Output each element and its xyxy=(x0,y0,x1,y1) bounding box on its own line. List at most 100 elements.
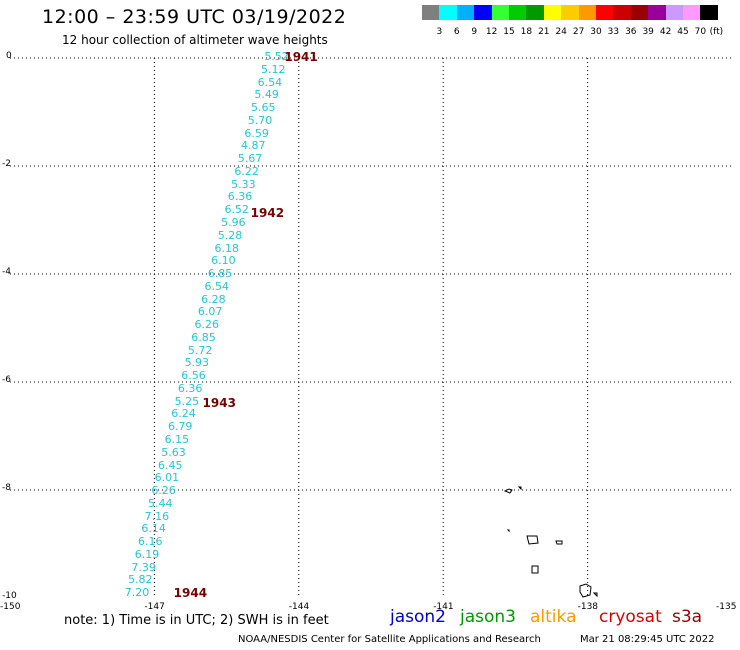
island-outline xyxy=(555,540,563,545)
colorbar-label: 27 xyxy=(572,27,585,37)
colorbar-label: 39 xyxy=(642,27,654,37)
island-outlines xyxy=(503,486,598,598)
colorbar-label: 6 xyxy=(453,27,460,37)
swh-value: 5.93 xyxy=(184,356,210,370)
swh-value: 6.15 xyxy=(164,433,190,446)
swh-value: 7.16 xyxy=(144,509,170,523)
swh-value: 6.07 xyxy=(197,305,223,319)
colorbar-label: 18 xyxy=(520,27,533,37)
colorbar-swatch xyxy=(543,5,562,20)
swh-value: 6.18 xyxy=(214,241,239,255)
island-outline xyxy=(592,592,598,598)
credit-line: NOAA/NESDIS Center for Satellite Applica… xyxy=(238,634,541,645)
swh-value: 5.63 xyxy=(161,445,186,459)
swh-value: 4.87 xyxy=(241,139,266,153)
colorbar-label: 30 xyxy=(590,27,602,37)
lon-tick-label: -141 xyxy=(433,602,454,612)
swh-value: 6.16 xyxy=(138,535,163,549)
colorbar-swatch xyxy=(648,5,667,20)
colorbar-label: 70 xyxy=(694,27,707,37)
colorbar-swatch xyxy=(474,5,493,20)
swh-value: 5.96 xyxy=(221,215,246,229)
swh-value: 5.49 xyxy=(254,88,279,102)
colorbar-label: 15 xyxy=(503,27,515,37)
swh-value: 5.72 xyxy=(187,343,213,357)
swh-value: 6.26 xyxy=(194,318,220,332)
island-outline xyxy=(526,535,539,545)
swh-value: 6.85 xyxy=(207,267,233,281)
colorbar-swatch xyxy=(422,5,440,20)
swh-value: 6.54 xyxy=(204,279,230,293)
lon-tick-label: -135 xyxy=(716,602,737,612)
swh-value: 6.14 xyxy=(141,522,166,536)
lat-tick-label: -10 xyxy=(2,591,17,601)
colorbar-label: 24 xyxy=(555,27,567,37)
swh-value: 5.67 xyxy=(237,152,263,166)
colorbar-label: 3 xyxy=(436,27,443,37)
colorbar-label: 21 xyxy=(538,27,550,37)
colorbar-unit: (ft) xyxy=(709,27,724,37)
colorbar-swatch xyxy=(683,5,701,20)
mission-jason3: jason3 xyxy=(460,607,516,627)
lon-tick-label: -144 xyxy=(288,602,310,612)
lat-tick-label: -6 xyxy=(2,375,11,385)
lon-tick-label: -138 xyxy=(577,602,599,612)
page-title: 12:00 – 23:59 UTC 03/19/2022 xyxy=(42,6,347,28)
swh-value: 7.39 xyxy=(131,560,156,574)
swh-value: 7.20 xyxy=(124,586,150,600)
swh-value: 6.54 xyxy=(257,75,283,89)
colorbar-label: 9 xyxy=(471,27,478,37)
swh-value: 6.24 xyxy=(171,407,196,421)
swh-value: 5.12 xyxy=(261,62,286,76)
footnote: note: 1) Time is in UTC; 2) SWH is in fe… xyxy=(64,613,329,628)
swh-value: 5.44 xyxy=(148,496,173,510)
swh-value: 5.52 xyxy=(264,50,289,63)
hour-marker: 1941 xyxy=(284,50,318,64)
island-outline xyxy=(579,583,592,598)
colorbar-swatch xyxy=(630,5,649,20)
colorbar-label: 33 xyxy=(607,27,620,37)
mission-altika: altika xyxy=(530,607,577,627)
timestamp: Mar 21 08:29:45 UTC 2022 xyxy=(580,634,715,645)
colorbar-swatch xyxy=(578,5,597,20)
lat-tick-label: -8 xyxy=(2,483,11,493)
swh-value: 6.56 xyxy=(181,369,206,383)
swh-value: 6.10 xyxy=(211,254,236,268)
swh-value: 6.26 xyxy=(151,484,176,498)
colorbar-label: 36 xyxy=(625,27,637,37)
swh-value: 6.79 xyxy=(167,420,193,434)
swh-value: 6.01 xyxy=(154,471,180,485)
swh-value: 6.19 xyxy=(134,547,160,561)
colorbar-label: 12 xyxy=(485,27,498,37)
swh-value: 6.45 xyxy=(157,458,183,472)
swh-value: 6.59 xyxy=(244,126,269,140)
lat-tick-label: -2 xyxy=(2,159,11,169)
island-outline xyxy=(517,486,522,491)
colorbar-swatch xyxy=(526,5,545,20)
swh-value: 5.25 xyxy=(174,394,200,408)
swh-value: 6.36 xyxy=(177,381,203,395)
colorbar-label: 45 xyxy=(677,27,689,37)
swh-value: 6.36 xyxy=(227,190,253,204)
colorbar-swatch xyxy=(596,5,614,20)
lon-tick-label: -150 xyxy=(0,602,21,612)
swh-value: 5.70 xyxy=(247,113,273,127)
map-grid xyxy=(10,57,732,598)
island-outline xyxy=(506,529,510,533)
lon-tick-label: -147 xyxy=(144,602,165,612)
swh-value: 5.82 xyxy=(128,573,153,587)
swh-value: 6.85 xyxy=(191,330,216,344)
swh-value: 6.22 xyxy=(234,164,259,178)
swh-value: 6.52 xyxy=(224,203,249,217)
colorbar-swatch xyxy=(665,5,684,20)
page-subtitle: 12 hour collection of altimeter wave hei… xyxy=(62,33,328,47)
swh-value: 5.65 xyxy=(251,101,276,115)
colorbar-swatch xyxy=(613,5,632,20)
colorbar-swatch xyxy=(509,5,527,20)
island-outline xyxy=(531,565,539,574)
colorbar-swatch xyxy=(700,5,719,20)
swh-value: 6.28 xyxy=(201,292,226,306)
mission-jason2: jason2 xyxy=(390,607,446,627)
island-outline xyxy=(503,488,513,494)
